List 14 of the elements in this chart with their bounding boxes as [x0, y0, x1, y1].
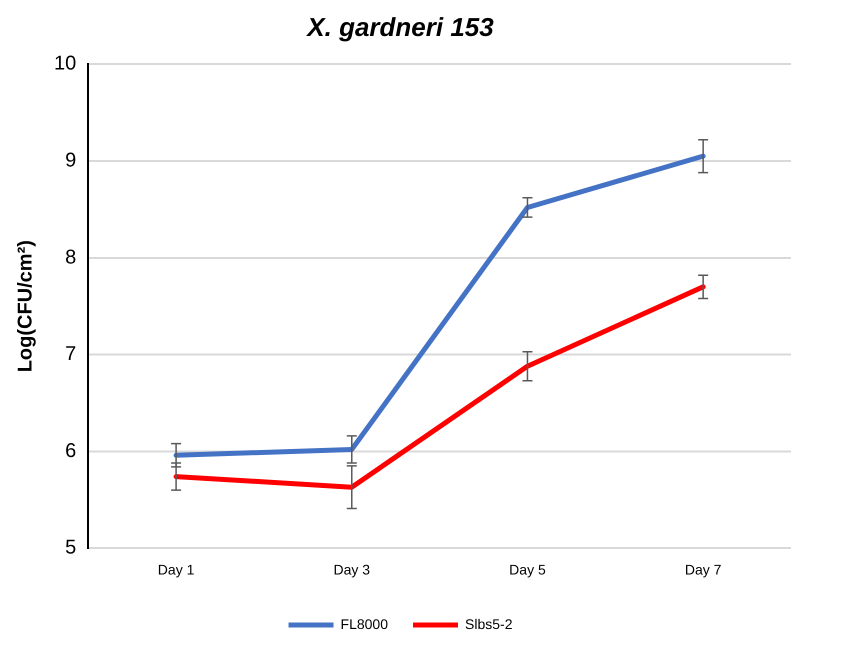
- y-tick-label: 9: [65, 150, 76, 172]
- chart-title: X. gardneri 153: [305, 12, 494, 42]
- y-axis-title: Log(CFU/cm²): [14, 240, 37, 372]
- y-tick-label: 10: [54, 52, 76, 75]
- x-tick-label: Day 3: [333, 561, 370, 578]
- y-tick-label: 5: [65, 536, 76, 559]
- y-tick-label: 8: [65, 246, 76, 268]
- y-tick-label: 7: [65, 343, 76, 366]
- y-tick-label: 6: [65, 440, 76, 462]
- legend-label: Slbs5-2: [465, 616, 513, 632]
- x-tick-label: Day 7: [684, 561, 722, 578]
- x-tick-label: Day 1: [158, 561, 195, 578]
- legend-label: FL8000: [340, 616, 388, 632]
- x-tick-label: Day 5: [509, 561, 546, 578]
